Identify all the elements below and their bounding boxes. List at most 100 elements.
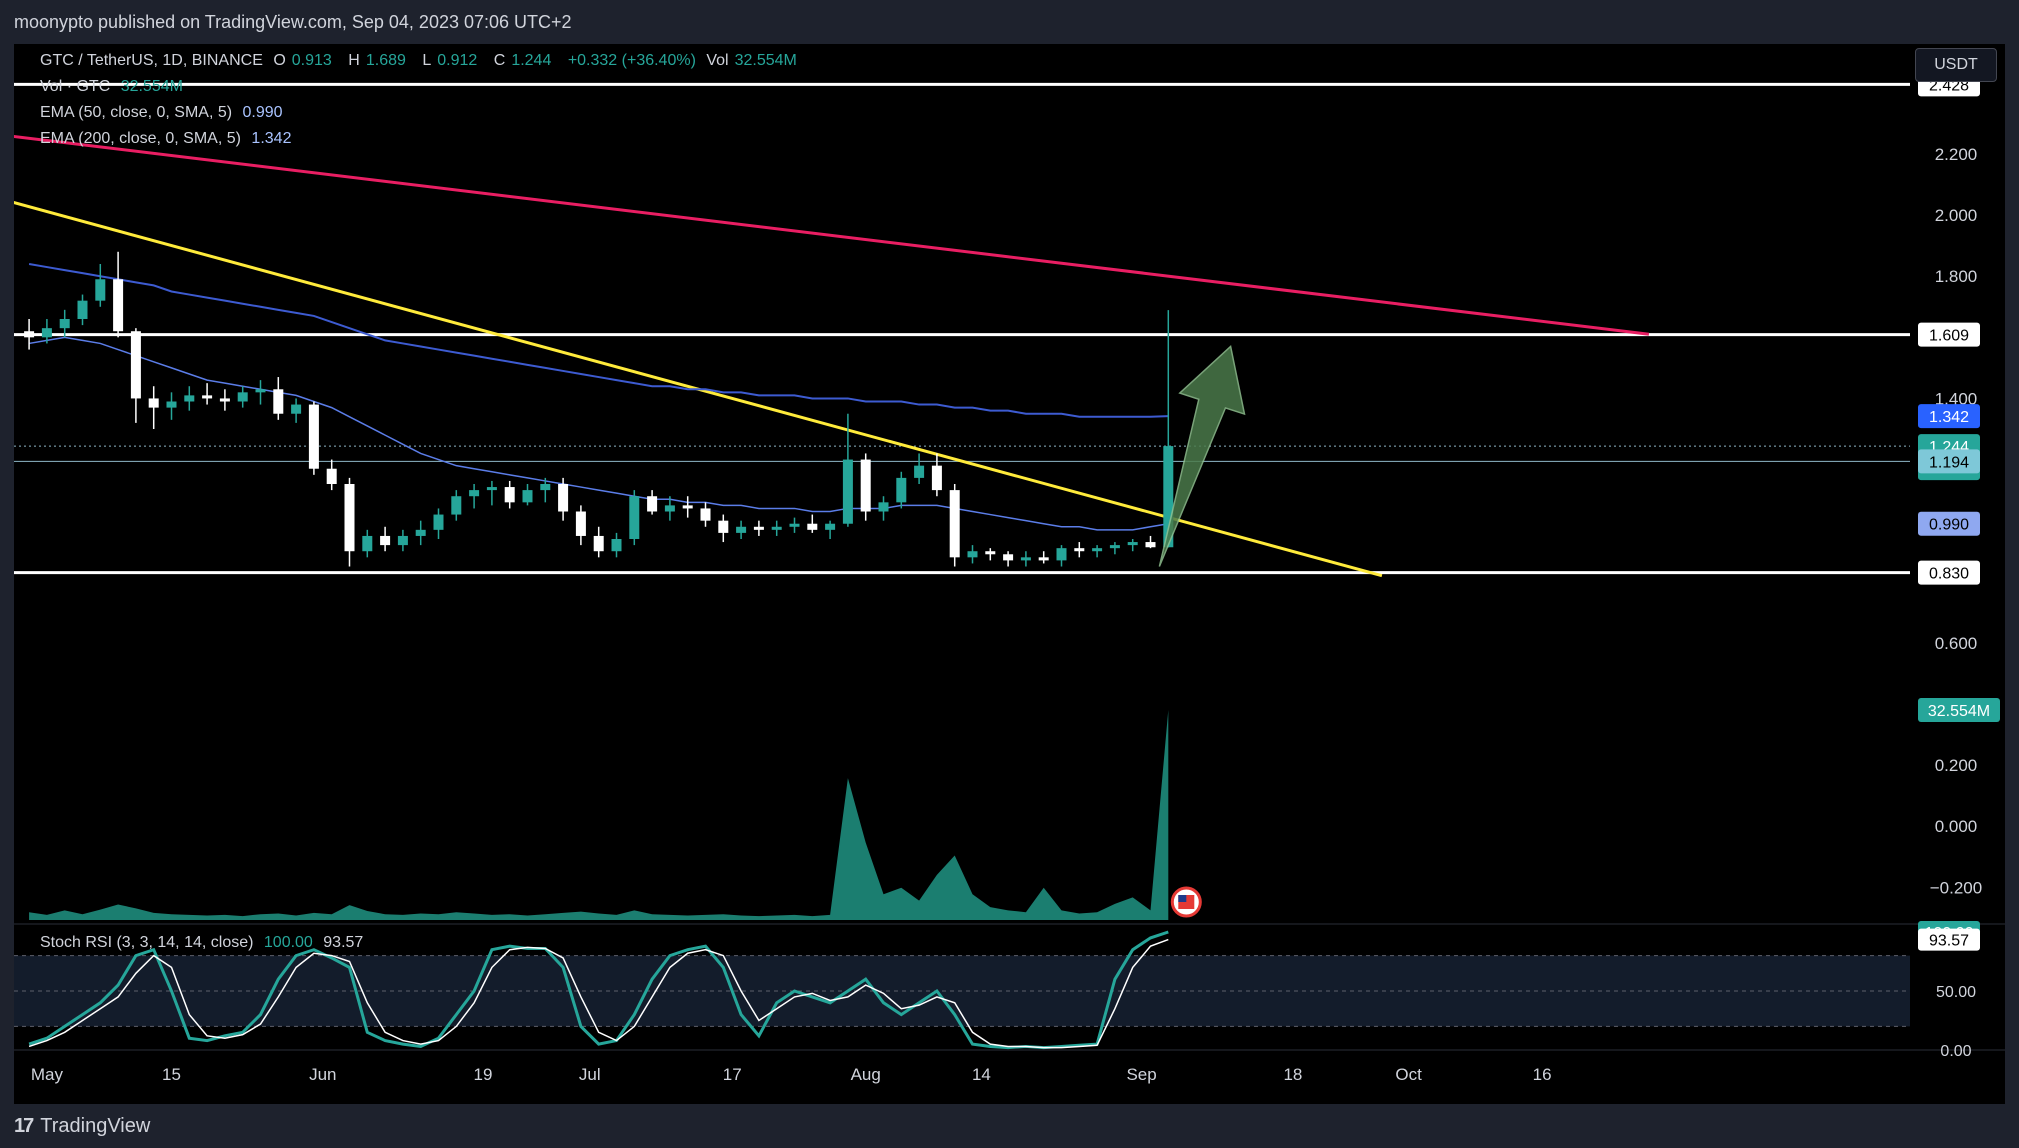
candle — [433, 508, 444, 539]
candle-body — [771, 526, 782, 530]
candle — [113, 251, 124, 338]
candle — [593, 526, 604, 558]
candle-body — [273, 389, 284, 414]
x-tick-label: Aug — [851, 1065, 881, 1084]
ema200-badge-bg — [1918, 404, 1980, 429]
close-value: 1.244 — [511, 52, 552, 69]
candle-body — [397, 535, 408, 546]
candle-body — [753, 526, 764, 530]
high-value: 1.689 — [365, 52, 406, 69]
vol-value: 32.554M — [734, 52, 797, 69]
symbol-title: GTC / TetherUS, 1D, BINANCE — [40, 52, 263, 69]
candle — [629, 490, 640, 546]
stoch-rsi-k-value: 100.00 — [263, 934, 313, 951]
candle-body — [985, 551, 996, 555]
candle-body — [451, 496, 462, 515]
candle-body — [1145, 542, 1156, 548]
candle — [451, 490, 462, 521]
candle-body — [1056, 548, 1067, 561]
x-tick-label: May — [31, 1065, 64, 1084]
candle-body — [522, 490, 533, 503]
candle — [1092, 545, 1103, 558]
candle-body — [148, 398, 159, 408]
candle — [380, 526, 391, 552]
candle-body — [789, 523, 800, 527]
candle-body — [825, 523, 836, 530]
candle — [255, 380, 266, 405]
footer[interactable]: 17 TradingView — [14, 1104, 150, 1148]
candle-body — [540, 484, 551, 491]
candle-body — [166, 401, 177, 408]
x-tick-label: Jun — [309, 1065, 336, 1084]
tradingview-logo-icon: 17 — [14, 1114, 34, 1137]
candle — [344, 477, 355, 567]
candle-body — [736, 526, 747, 533]
candle-body — [237, 392, 248, 402]
volume-title-value: 32.554M — [120, 78, 183, 95]
candle-body — [1003, 554, 1014, 561]
currency-button[interactable]: USDT — [1915, 48, 1997, 82]
candle-body — [1074, 548, 1085, 552]
stoch-rsi-d-badge-text: 93.57 — [1929, 933, 1969, 950]
y-tick-label: 1.800 — [1935, 267, 1978, 286]
candle-body — [469, 490, 480, 497]
candle — [558, 477, 569, 521]
ema50-badge-text: 0.990 — [1929, 517, 1969, 534]
candle — [842, 413, 853, 527]
y-tick-label: 0.600 — [1935, 634, 1978, 653]
candle — [807, 514, 818, 533]
y-tick-label: 2.000 — [1935, 206, 1978, 225]
x-tick-label: 17 — [723, 1065, 742, 1084]
candle — [184, 386, 195, 411]
candle — [1056, 545, 1067, 567]
candle — [148, 386, 159, 429]
candle-body — [611, 539, 622, 552]
candle — [789, 517, 800, 533]
candle-body — [130, 331, 141, 399]
x-tick-label: Jul — [579, 1065, 601, 1084]
candle-body — [433, 514, 444, 530]
candle — [736, 520, 747, 539]
candle — [575, 505, 586, 546]
candle — [647, 490, 658, 515]
candle-body — [219, 398, 230, 402]
chart-frame[interactable]: 2.200 2.000 1.800 1.400 0.600 0.200 0.000 −0.20… — [14, 44, 2005, 1104]
volume-title: Vol · GTC — [40, 78, 111, 95]
stoch-rsi-tick: 50.00 — [1936, 984, 1976, 1001]
candle — [825, 520, 836, 539]
ema50-title: EMA (50, close, 0, SMA, 5) — [40, 104, 233, 121]
y-tick-label: 1.400 — [1935, 389, 1978, 408]
x-tick-label: 14 — [972, 1065, 991, 1084]
candle — [486, 480, 497, 506]
candle-body — [931, 465, 942, 491]
volume-legend: Vol · GTC 32.554M — [40, 78, 189, 96]
candle — [860, 453, 871, 521]
candle — [949, 484, 960, 567]
candle — [931, 453, 942, 497]
line-badge-text: 1.194 — [1929, 454, 1969, 471]
price-badge-bg — [1918, 322, 1980, 347]
price-chart[interactable]: 2.200 2.000 1.800 1.400 0.600 0.200 0.000 −0.20… — [14, 44, 2005, 1104]
candle-body — [575, 511, 586, 536]
candle-body — [486, 487, 497, 491]
candle-body — [344, 484, 355, 552]
candle — [59, 309, 70, 338]
stoch-rsi-d-line — [28, 938, 1169, 1049]
low-value: 0.912 — [437, 52, 478, 69]
candle-body — [362, 535, 373, 552]
ema200-value: 1.342 — [251, 130, 292, 147]
ema200-badge-text: 1.342 — [1929, 409, 1969, 426]
candle-body — [860, 459, 871, 512]
candle — [1163, 310, 1174, 548]
candle-body — [291, 404, 302, 414]
candle — [1003, 551, 1014, 567]
y-tick-label: 0.200 — [1935, 756, 1978, 775]
candle-body — [95, 279, 106, 301]
red-trendline — [14, 134, 1650, 336]
candle-body — [41, 328, 52, 338]
candle-body — [664, 505, 675, 512]
ema200-line — [28, 263, 1169, 418]
candle-body — [59, 319, 70, 329]
candle — [291, 398, 302, 423]
candle-body — [682, 505, 693, 509]
